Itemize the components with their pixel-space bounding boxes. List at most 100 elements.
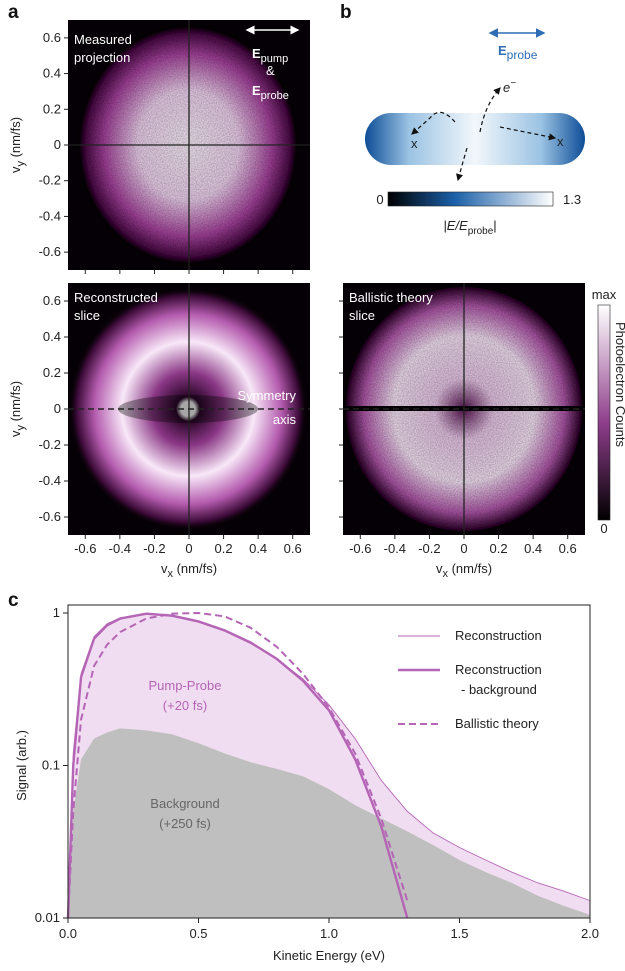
- colorbar-label: 0: [600, 521, 607, 536]
- axis-title: vy (nm/fs): [8, 117, 27, 173]
- annotation: (+250 fs): [159, 816, 211, 831]
- y-tick-label: -0.2: [39, 437, 61, 452]
- map-title: Reconstructed: [74, 290, 158, 305]
- x-axis-title: Kinetic Energy (eV): [273, 948, 385, 963]
- x-tick-label: 2.0: [581, 926, 599, 941]
- field-symbol: E: [252, 46, 261, 61]
- colorbar: [387, 191, 554, 207]
- y-tick-label: -0.4: [39, 208, 61, 223]
- x-tick-label: 0.6: [284, 541, 302, 556]
- cross-mark: x: [557, 134, 564, 149]
- map-title: Ballistic theory: [349, 290, 433, 305]
- x-tick-label: 1.0: [320, 926, 338, 941]
- panel-label: a: [8, 2, 19, 23]
- map-title: slice: [349, 308, 375, 323]
- colorbar-title-part: |: [493, 218, 496, 233]
- y-tick-label: 0.2: [43, 365, 61, 380]
- trajectory: [479, 87, 501, 133]
- field-subscript: probe: [261, 90, 289, 102]
- annotation: Pump-Probe: [149, 678, 222, 693]
- axis-title: vx (nm/fs): [436, 561, 492, 580]
- colorbar-label: 0: [376, 192, 383, 207]
- symmetry-label: Symmetry: [238, 388, 297, 403]
- y-tick-label: -0.6: [39, 244, 61, 259]
- x-tick-label: -0.4: [384, 541, 406, 556]
- y-tick-label: -0.6: [39, 509, 61, 524]
- trajectory: [499, 126, 557, 141]
- x-tick-label: 0: [460, 541, 467, 556]
- panel-label: c: [8, 590, 19, 611]
- x-tick-label: 0.2: [215, 541, 233, 556]
- axis-subscript: x: [442, 568, 448, 580]
- panel-label: b: [340, 2, 352, 23]
- x-tick-label: 0.2: [490, 541, 508, 556]
- y-tick-label: 0.6: [43, 293, 61, 308]
- field-label: Epump: [252, 46, 288, 65]
- trajectory: [456, 147, 468, 182]
- colorbar-label: 1.3: [563, 192, 581, 207]
- line: [66, 612, 409, 919]
- x-tick-label: 0.4: [524, 541, 542, 556]
- spectrum-plot: 0.0 0.5 1.0 1.5 2.0 0.01 0.1 1 Kinetic Energy (e…: [14, 604, 599, 963]
- x-tick-label: 0.6: [559, 541, 577, 556]
- legend-label: Reconstruction: [455, 628, 542, 643]
- x-tick-label: 0.0: [59, 926, 77, 941]
- symmetry-label: axis: [273, 412, 297, 427]
- y-tick-label: 0.4: [43, 329, 61, 344]
- cross-mark: x: [411, 136, 418, 151]
- axis-title: vy (nm/fs): [8, 381, 27, 437]
- colorbar-title-part: |E/E: [443, 218, 468, 233]
- x-tick-label: -0.2: [418, 541, 440, 556]
- y-tick-label: 0.6: [43, 30, 61, 45]
- x-tick-label: 0: [185, 541, 192, 556]
- field-label: &: [266, 63, 275, 78]
- y-axis-title: Signal (arb.): [14, 730, 29, 801]
- y-tick-label: -0.2: [39, 173, 61, 188]
- annotation: (+20 fs): [163, 698, 207, 713]
- y-tick-label: 0.2: [43, 101, 61, 116]
- colorbar-title: |E/Eprobe|: [443, 218, 496, 237]
- x-tick-label: -0.4: [109, 541, 131, 556]
- x-tick-label: 0.5: [189, 926, 207, 941]
- area: [68, 728, 590, 918]
- rod-diagram: Eprobe e− x x 0 1.3 |E/Eprobe|: [365, 28, 585, 237]
- axis-unit: (nm/fs): [448, 561, 492, 576]
- axis-subscript: x: [167, 568, 173, 580]
- map-title: projection: [74, 50, 130, 65]
- y-tick-label: -0.4: [39, 473, 61, 488]
- field-subscript: probe: [507, 48, 538, 62]
- electron-symbol: e: [503, 80, 510, 95]
- axes-layer: 0.60.40.20-0.2-0.4-0.6vy (nm/fs)0.60.40.…: [8, 20, 585, 580]
- map-title: slice: [74, 308, 100, 323]
- axis-symbol: v: [436, 561, 443, 576]
- axis-unit: (nm/fs): [8, 381, 23, 425]
- y-tick-label: 0.1: [42, 758, 60, 773]
- annotation: Background: [150, 796, 219, 811]
- colorbar-title: Photoelectron Counts: [613, 322, 625, 448]
- nanorod: [365, 113, 585, 165]
- x-tick-label: 1.5: [450, 926, 468, 941]
- y-tick-label: 1: [53, 605, 60, 620]
- electron-superscript: −: [510, 78, 516, 89]
- axis-symbol: v: [8, 166, 23, 173]
- field-label: Eprobe: [252, 83, 289, 102]
- axis-symbol: v: [161, 561, 168, 576]
- x-tick-label: -0.6: [74, 541, 96, 556]
- axis-unit: (nm/fs): [173, 561, 217, 576]
- y-tick-label: 0.4: [43, 66, 61, 81]
- colorbar-title-part: probe: [468, 226, 494, 237]
- y-tick-label: 0.01: [35, 910, 60, 925]
- map-title: Measured: [74, 32, 132, 47]
- field-symbol: E: [252, 83, 261, 98]
- x-tick-label: -0.2: [143, 541, 165, 556]
- trajectory: [411, 111, 456, 135]
- y-tick-label: 0: [54, 401, 61, 416]
- axis-subscript: y: [15, 425, 27, 431]
- legend-label: Ballistic theory: [455, 716, 539, 731]
- field-symbol: E: [498, 43, 507, 58]
- y-tick-label: 0: [54, 137, 61, 152]
- axis-symbol: v: [8, 430, 23, 437]
